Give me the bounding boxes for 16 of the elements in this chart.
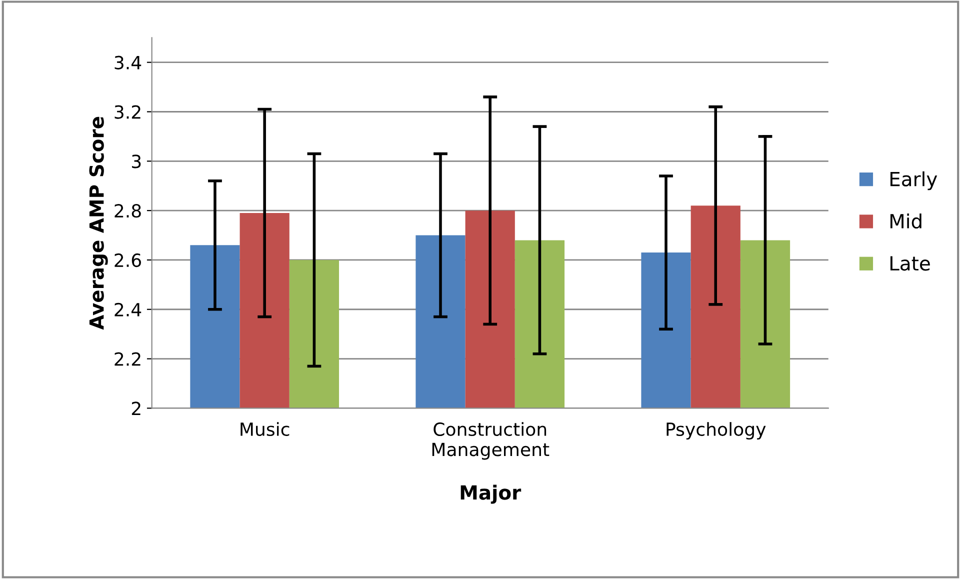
y-tick-label: 2.2: [114, 352, 140, 366]
x-axis-title: Major: [460, 484, 522, 504]
legend-label: Early: [890, 171, 938, 190]
y-tick-label: 2.8: [114, 204, 141, 218]
y-tick-label: 3: [132, 154, 141, 168]
legend-label: Late: [890, 256, 930, 271]
y-tick-label: 2.4: [114, 302, 142, 316]
x-tick-label: Construction Management: [432, 422, 550, 460]
y-tick-label: 2.6: [114, 253, 141, 268]
x-tick-label: Music: [240, 422, 290, 436]
y-axis-title: Average AMP Score: [89, 116, 108, 330]
legend-label: Mid: [890, 214, 922, 229]
x-tick-label: Psychology: [666, 422, 766, 440]
y-tick-label: 2: [132, 402, 140, 416]
y-tick-label: 3.4: [114, 56, 142, 70]
y-tick-label: 3.2: [114, 105, 140, 119]
